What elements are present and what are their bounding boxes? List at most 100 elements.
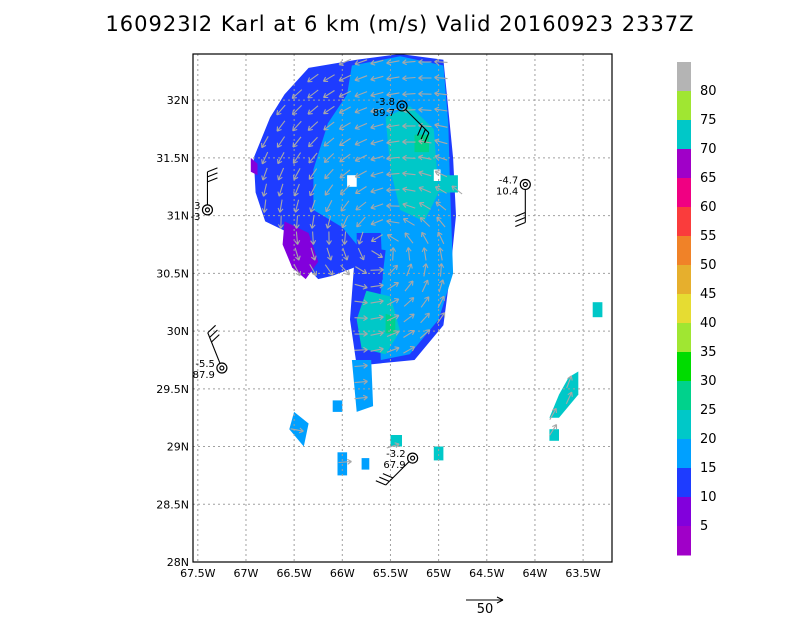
wind-arrow — [418, 90, 432, 97]
wind-arrow — [338, 458, 352, 465]
barb-staff — [207, 332, 221, 364]
colorbar-label: 75 — [700, 113, 717, 128]
colorbar-swatch — [677, 497, 691, 527]
wind-arrow — [354, 59, 368, 66]
wind-arrow — [338, 74, 352, 82]
wind-speed-field — [250, 54, 603, 476]
wind-arrow — [308, 152, 318, 164]
wind-arrow — [338, 58, 352, 66]
station-top-value: -3.2 — [386, 449, 406, 460]
wind-arrow — [435, 201, 447, 211]
wind-arrow — [370, 203, 384, 210]
wind-arrow — [277, 215, 284, 229]
colorbar-label: 25 — [700, 403, 717, 418]
wind-arrow — [370, 139, 384, 146]
colorbar-label: 35 — [700, 345, 717, 360]
wind-arrow — [405, 247, 412, 261]
station-bottom-value: 67.9 — [383, 460, 405, 471]
barb-flag — [424, 132, 430, 143]
colorbar-swatch — [677, 236, 691, 266]
wind-arrow — [402, 202, 416, 209]
wind-arrow — [418, 202, 431, 210]
colorbar-label: 40 — [700, 316, 717, 331]
wind-arrow — [322, 74, 335, 82]
station-top-value: -4.7 — [499, 175, 519, 186]
wind-arrow — [355, 266, 368, 275]
station-marker: -4.710.4 — [496, 175, 531, 227]
wind-arrow — [565, 391, 573, 405]
wind-arrow — [386, 91, 400, 98]
wind-arrow — [402, 170, 416, 177]
wind-arrow — [436, 216, 446, 228]
wind-arrow — [370, 123, 384, 130]
wind-arrow — [386, 218, 400, 225]
colorbar-swatch — [677, 91, 691, 121]
barb-flag — [379, 476, 390, 482]
wind-arrow — [354, 283, 368, 290]
wind-arrow — [326, 231, 332, 245]
wind-arrow — [324, 264, 334, 276]
wind-arrow — [370, 171, 384, 178]
wind-arrow — [354, 394, 368, 401]
wind-arrow — [291, 89, 303, 99]
colorbar-label: 55 — [700, 229, 717, 244]
colorbar-swatch — [677, 149, 691, 179]
colorbar: 5 10 15 20 25 30 35 40 45 50 55 60 65 70 75 80 — [677, 62, 717, 556]
lon-tick-label: 67W — [234, 567, 259, 580]
colorbar-label: 80 — [700, 84, 717, 99]
wind-arrow — [354, 170, 367, 178]
colorbar-swatch — [677, 178, 691, 208]
wind-arrow — [261, 199, 268, 213]
wind-arrow — [309, 264, 317, 277]
wind-arrow — [340, 264, 350, 276]
speed-region-tail-south — [351, 360, 374, 412]
wind-arrow — [291, 105, 302, 116]
speed-region-east-dot-1 — [549, 429, 559, 441]
wind-arrow — [355, 186, 367, 195]
wind-arrow — [434, 58, 448, 65]
wind-arrow — [338, 90, 352, 98]
station-bottom-value: 89.7 — [373, 108, 395, 119]
wind-arrow — [293, 215, 300, 229]
wind-arrow — [370, 266, 384, 273]
colorbar-label: 45 — [700, 287, 717, 302]
wind-arrow — [357, 231, 364, 245]
speed-region-blob-w-2 — [332, 400, 343, 412]
speed-region-core-green-2 — [356, 290, 401, 355]
wind-arrow — [354, 299, 368, 306]
wind-arrow — [323, 121, 335, 131]
lon-tick-label: 65W — [426, 567, 451, 580]
station-top-value: -5.5 — [195, 359, 215, 370]
station-bottom-value: 10.4 — [496, 186, 518, 197]
station-circle-outer — [216, 362, 228, 374]
wind-arrow — [326, 247, 333, 261]
wind-arrow — [418, 154, 432, 161]
colorbar-label: 30 — [700, 374, 717, 389]
station-marker: -3.267.9 — [375, 449, 419, 486]
colorbar-swatch — [677, 439, 691, 469]
wind-arrow — [418, 106, 432, 113]
colorbar-swatch — [677, 62, 691, 92]
wind-arrow — [403, 313, 415, 323]
wind-arrow — [403, 346, 416, 354]
wind-arrow — [370, 330, 384, 337]
wind-arrow — [402, 154, 416, 161]
wind-arrow — [422, 263, 429, 277]
reference-vector-label: 50 — [477, 602, 494, 617]
wind-arrow — [437, 247, 444, 261]
station-circle-outer — [519, 178, 531, 191]
wind-arrow — [370, 298, 384, 305]
wind-arrow — [387, 281, 399, 290]
wind-arrow — [355, 201, 367, 211]
wind-arrow — [338, 106, 351, 114]
barb-staff — [405, 109, 430, 134]
colorbar-label: 60 — [700, 200, 717, 215]
wind-arrow — [357, 247, 365, 261]
colorbar-label: 20 — [700, 432, 717, 447]
wind-arrow — [451, 185, 463, 195]
wind-arrow — [386, 139, 400, 146]
wind-arrow — [310, 247, 317, 261]
colorbar-swatch — [677, 526, 691, 556]
wind-arrow — [354, 75, 368, 82]
speed-region-blob-sw — [337, 452, 348, 476]
